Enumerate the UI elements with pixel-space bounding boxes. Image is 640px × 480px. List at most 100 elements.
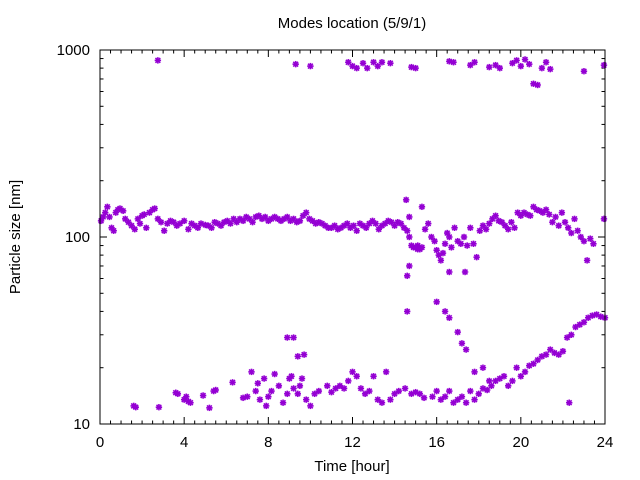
data-point <box>416 390 424 398</box>
data-point <box>260 375 268 382</box>
data-point <box>433 298 440 306</box>
data-point <box>294 390 301 398</box>
data-point <box>187 399 194 406</box>
data-point <box>151 205 158 212</box>
data-point <box>404 272 411 280</box>
data-point <box>539 209 547 216</box>
data-point <box>505 226 512 233</box>
data-point <box>391 390 398 398</box>
data-point <box>345 377 352 385</box>
data-points <box>97 56 609 412</box>
data-point <box>350 222 357 229</box>
data-point <box>404 308 411 315</box>
data-point <box>482 226 490 233</box>
data-point <box>580 319 588 326</box>
data-point <box>154 57 162 64</box>
data-point <box>552 213 559 221</box>
data-point <box>568 331 575 338</box>
data-point <box>454 396 461 403</box>
data-point <box>106 213 113 221</box>
data-point <box>458 393 466 400</box>
data-point <box>180 217 188 225</box>
data-point <box>513 57 520 64</box>
data-point <box>450 399 457 406</box>
data-point <box>431 237 438 245</box>
data-point <box>349 368 356 376</box>
data-point <box>546 211 553 218</box>
data-point <box>366 387 373 395</box>
x-tick-label: 12 <box>344 434 361 451</box>
data-point <box>486 377 493 385</box>
data-point <box>505 382 512 390</box>
data-point <box>298 375 306 382</box>
data-point <box>324 382 331 390</box>
data-point <box>526 60 533 68</box>
data-point <box>441 240 449 247</box>
data-point <box>500 373 508 380</box>
x-tick-label: 0 <box>96 434 104 451</box>
data-point <box>446 233 453 241</box>
data-point <box>256 396 264 403</box>
data-point <box>463 242 471 249</box>
data-point <box>294 353 301 360</box>
data-point <box>566 399 573 406</box>
data-point <box>437 396 445 403</box>
data-point <box>239 217 247 225</box>
data-point <box>406 233 413 241</box>
data-point <box>252 387 259 395</box>
data-point <box>479 364 487 371</box>
data-point <box>292 60 299 68</box>
x-tick-label: 8 <box>264 434 272 451</box>
data-point <box>208 224 215 231</box>
data-point <box>307 62 314 70</box>
data-point <box>471 396 478 403</box>
data-point <box>475 390 482 398</box>
data-point <box>248 368 255 376</box>
data-point <box>303 209 310 216</box>
x-tick-label: 24 <box>597 434 614 451</box>
data-point <box>600 215 608 223</box>
data-point <box>514 209 521 216</box>
data-point <box>404 227 411 234</box>
data-point <box>279 399 287 406</box>
data-point <box>364 64 371 72</box>
data-point <box>527 212 534 219</box>
data-point <box>433 246 440 254</box>
x-axis-ticks: 0 4 8 12 16 20 24 <box>96 50 614 451</box>
data-point <box>229 379 236 386</box>
data-point <box>561 218 569 226</box>
data-point <box>576 321 583 328</box>
data-point <box>370 373 377 380</box>
data-point <box>492 212 499 219</box>
x-tick-label: 16 <box>428 434 445 451</box>
data-point <box>387 396 394 403</box>
data-point <box>418 203 426 211</box>
data-point <box>457 240 465 247</box>
data-point <box>590 240 597 247</box>
data-point <box>387 59 394 67</box>
data-point <box>406 213 413 221</box>
data-point <box>155 403 163 411</box>
data-point <box>206 404 213 412</box>
data-point <box>353 227 360 234</box>
data-point <box>249 218 256 226</box>
data-point <box>265 393 272 400</box>
data-point <box>395 387 402 395</box>
data-point <box>446 387 453 395</box>
data-point <box>372 220 379 227</box>
data-point <box>451 224 458 231</box>
y-axis-label: Particle size [nm] <box>7 180 24 294</box>
y-tick-label: 100 <box>65 229 90 246</box>
data-point <box>437 257 445 264</box>
data-point <box>429 393 436 400</box>
data-point <box>268 387 275 395</box>
data-point <box>315 387 323 395</box>
data-point <box>374 396 381 403</box>
data-point <box>244 393 251 400</box>
data-point <box>448 244 455 251</box>
data-point <box>454 328 461 336</box>
data-point <box>470 240 477 247</box>
data-point <box>185 226 192 233</box>
data-point <box>284 334 291 341</box>
